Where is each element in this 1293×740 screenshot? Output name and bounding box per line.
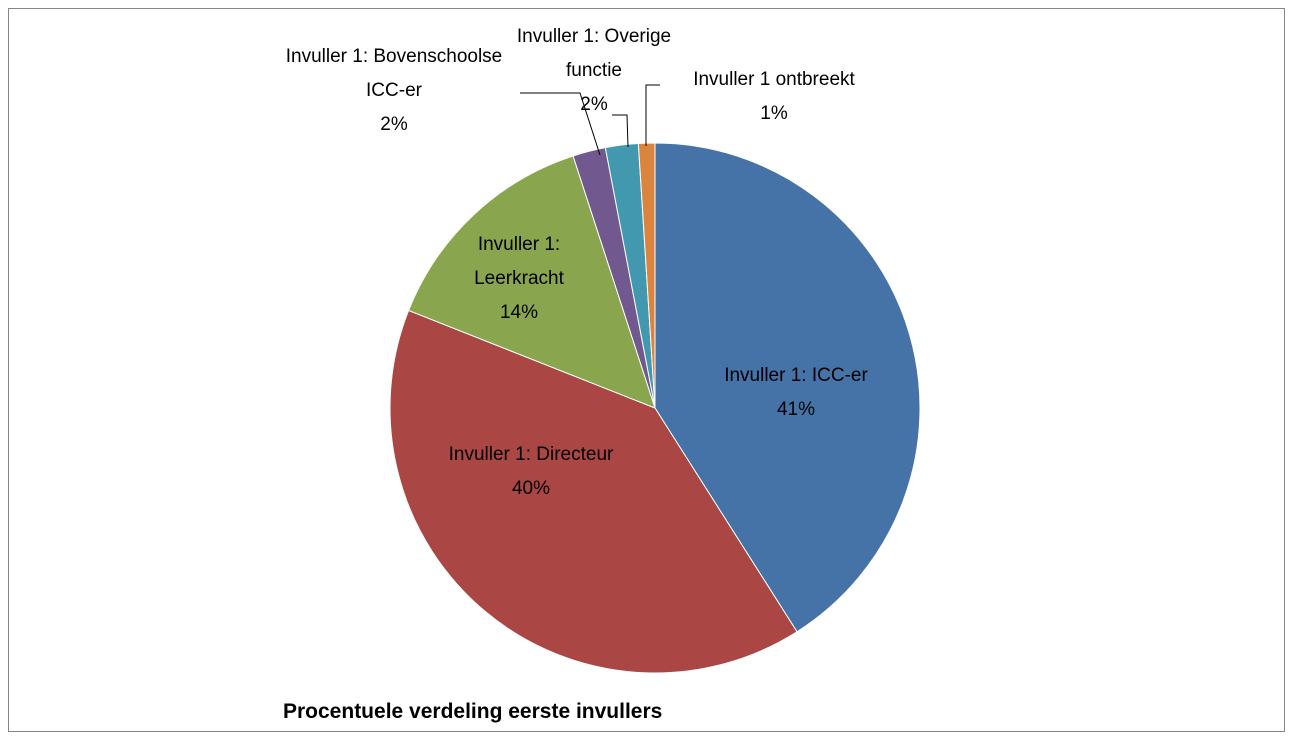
data-label: Invuller 1 ontbreekt 1%	[693, 63, 855, 131]
data-label: Invuller 1: Bovenschoolse ICC-er 2%	[269, 40, 519, 142]
pie	[389, 142, 921, 674]
leader-line	[645, 84, 660, 146]
data-label: Invuller 1: Leerkracht 14%	[454, 228, 584, 330]
value-label: 41%	[776, 399, 816, 420]
chart-title: Procentuele verdeling eerste invullers	[283, 700, 663, 723]
value-label: 2%	[380, 114, 408, 135]
leader-line	[520, 92, 601, 156]
data-label: Invuller 1: ICC-er 41%	[724, 359, 868, 427]
pie-slice	[389, 309, 798, 674]
value-label: 40%	[511, 478, 551, 499]
value-label: 14%	[499, 302, 539, 323]
pie-slice	[654, 142, 921, 633]
value-label: 1%	[760, 103, 788, 124]
data-label: Invuller 1: Overige functie 2%	[489, 20, 699, 122]
category-label: Invuller 1 ontbreekt	[693, 69, 855, 90]
category-label: Invuller 1: ICC-er	[724, 365, 868, 386]
pie-slice	[637, 142, 656, 409]
category-label: Invuller 1: Overige functie	[516, 26, 672, 81]
value-label: 2%	[580, 94, 608, 115]
category-label: Invuller 1: Bovenschoolse ICC-er	[285, 46, 503, 101]
category-label: Invuller 1: Leerkracht	[474, 234, 564, 289]
data-label: Invuller 1: Directeur 40%	[449, 438, 614, 506]
leader-line	[612, 114, 629, 148]
category-label: Invuller 1: Directeur	[448, 444, 614, 465]
